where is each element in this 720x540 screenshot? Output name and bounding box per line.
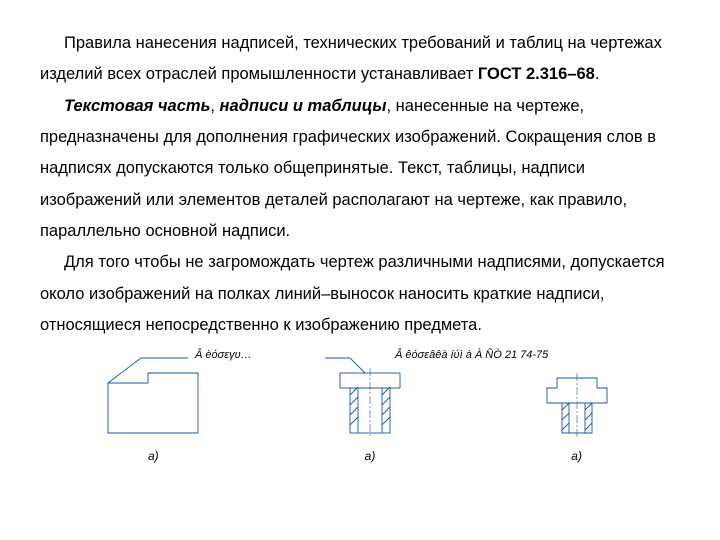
paragraph-1: Правила нанесения надписей, технических … (40, 28, 680, 91)
p2-text-2: , (210, 97, 219, 115)
figure-row: Â èόσεγυ… Â êόσεâêà íύì à À ÑÒ 21 74-75 … (40, 347, 680, 467)
figure-b-label: a) (365, 445, 376, 468)
p3-text-1: Для того чтобы не загромождать чертеж ра… (40, 253, 665, 334)
callout-2: Â êόσεâêà íύì à À ÑÒ 21 74-75 (395, 345, 548, 366)
p1-gost: ГОСТ 2.316–68 (478, 65, 595, 83)
figure-a-label: a) (148, 445, 159, 468)
callout-1: Â èόσεγυ… (195, 345, 252, 366)
figure-c: a) (527, 353, 627, 468)
p2-text-4: , нанесенные на чертеже, предназначены д… (40, 97, 656, 240)
figure-b: a) (320, 353, 420, 468)
p2-term-1: Текстовая часть (64, 97, 210, 115)
p2-term-2: надписи и таблицы (220, 97, 387, 115)
paragraph-2: Текстовая часть, надписи и таблицы, нане… (40, 91, 680, 248)
figure-c-label: a) (571, 445, 582, 468)
p1-text-3: . (595, 65, 600, 83)
paragraph-3: Для того чтобы не загромождать чертеж ра… (40, 247, 680, 341)
figure-a: a) (93, 353, 213, 468)
